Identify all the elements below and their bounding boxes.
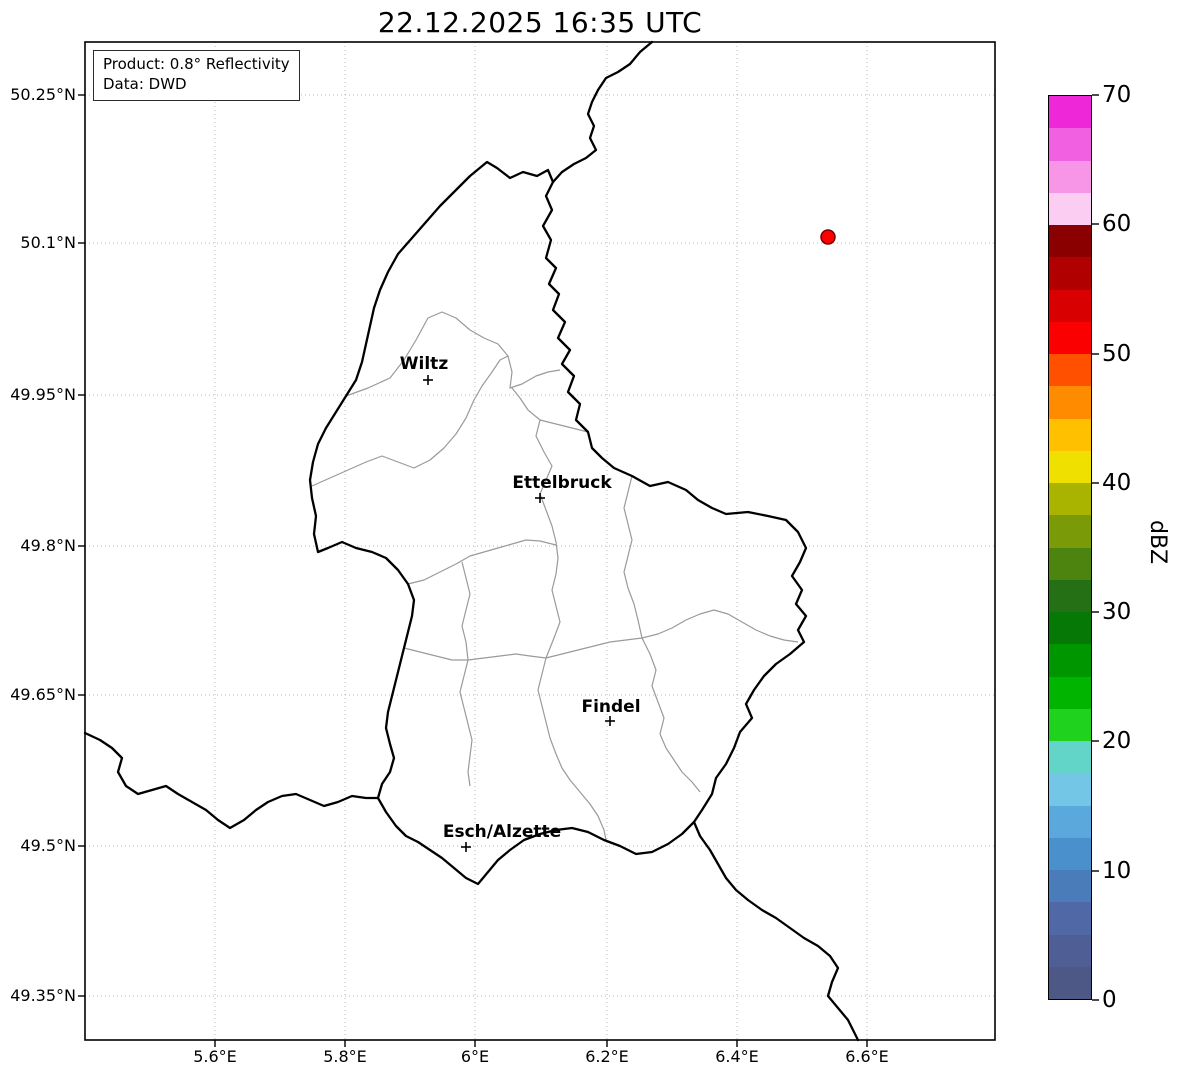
city-marker-esch — [461, 842, 471, 852]
x-tick-label: 6.6°E — [845, 1047, 889, 1066]
colorbar-segment — [1049, 289, 1091, 322]
colorbar-segment — [1049, 321, 1091, 354]
city-marker-ettelbruck — [535, 493, 545, 503]
country-border-luxembourg — [308, 160, 808, 886]
colorbar-gradient — [1049, 96, 1091, 999]
y-tick-label: 49.8°N — [20, 536, 76, 555]
city-label-findel: Findel — [581, 697, 640, 717]
colorbar-segment — [1049, 837, 1091, 870]
y-tick-label: 49.65°N — [10, 685, 76, 704]
colorbar-segment — [1049, 547, 1091, 580]
colorbar-segment — [1049, 450, 1091, 483]
colorbar-segment — [1049, 257, 1091, 290]
city-label-wiltz: Wiltz — [400, 354, 449, 374]
city-label-ettelbruck: Ettelbruck — [512, 473, 612, 493]
colorbar-segment — [1049, 902, 1091, 935]
colorbar-segment — [1049, 160, 1091, 193]
colorbar-segment — [1049, 418, 1091, 451]
colorbar-tick-label: 60 — [1102, 211, 1132, 237]
city-marker-findel — [605, 716, 615, 726]
data-source-line: Data: DWD — [103, 75, 187, 94]
y-tick-label: 49.35°N — [10, 986, 76, 1005]
colorbar-segment — [1049, 128, 1091, 161]
y-tick-label: 50.1°N — [20, 233, 76, 252]
colorbar-segment — [1049, 934, 1091, 967]
colorbar-segment — [1049, 515, 1091, 548]
colorbar-tick-label: 50 — [1102, 341, 1132, 367]
colorbar-tick-label: 70 — [1102, 82, 1132, 108]
colorbar-tick-label: 40 — [1102, 470, 1132, 496]
plot-title: 22.12.2025 16:35 UTC — [377, 6, 703, 39]
colorbar-tick-label: 0 — [1102, 987, 1117, 1013]
colorbar-segment — [1049, 225, 1091, 258]
colorbar-segment — [1049, 741, 1091, 774]
country-borders — [83, 40, 860, 1042]
y-tick-label: 49.5°N — [20, 836, 76, 855]
colorbar-segment — [1049, 870, 1091, 903]
x-tick-label: 5.6°E — [193, 1047, 237, 1066]
colorbar-segment — [1049, 96, 1091, 129]
city-marker-wiltz — [423, 375, 433, 385]
city-label-esch: Esch/Alzette — [443, 822, 561, 842]
colorbar-segment — [1049, 966, 1091, 999]
country-border-southwest — [83, 731, 380, 830]
city-labels: Wiltz Ettelbruck Findel Esch/Alzette — [400, 354, 641, 842]
x-tick-label: 6.4°E — [715, 1047, 759, 1066]
colorbar-segment — [1049, 386, 1091, 419]
country-border-moselle — [692, 820, 860, 1042]
colorbar-segment — [1049, 612, 1091, 645]
product-info-box: Product: 0.8° Reflectivity Data: DWD — [93, 50, 300, 101]
colorbar-ticks — [1092, 94, 1099, 1001]
x-tick-label: 5.8°E — [323, 1047, 367, 1066]
colorbar-segment — [1049, 773, 1091, 806]
colorbar-segment — [1049, 805, 1091, 838]
country-border-north — [551, 40, 654, 184]
product-line: Product: 0.8° Reflectivity — [103, 55, 290, 73]
colorbar-tick-label: 30 — [1102, 599, 1132, 625]
colorbar-segment — [1049, 676, 1091, 709]
y-tick-label: 49.95°N — [10, 385, 76, 404]
colorbar-segment — [1049, 192, 1091, 225]
colorbar-segment — [1049, 708, 1091, 741]
colorbar-tick-label: 20 — [1102, 728, 1132, 754]
axis-ticks — [78, 94, 868, 1047]
colorbar-segment — [1049, 354, 1091, 387]
plot-frame — [84, 41, 996, 1041]
colorbar — [1048, 95, 1092, 1000]
colorbar-segment — [1049, 483, 1091, 516]
y-tick-label: 50.25°N — [10, 85, 76, 104]
x-tick-label: 6°E — [460, 1047, 490, 1066]
x-tick-label: 6.2°E — [585, 1047, 629, 1066]
colorbar-segment — [1049, 579, 1091, 612]
city-markers — [423, 375, 615, 852]
colorbar-axis-label: dBZ — [1145, 520, 1170, 565]
radar-echo-dot — [820, 229, 836, 245]
district-borders — [311, 311, 799, 841]
colorbar-segment — [1049, 644, 1091, 677]
colorbar-tick-label: 10 — [1102, 858, 1132, 884]
